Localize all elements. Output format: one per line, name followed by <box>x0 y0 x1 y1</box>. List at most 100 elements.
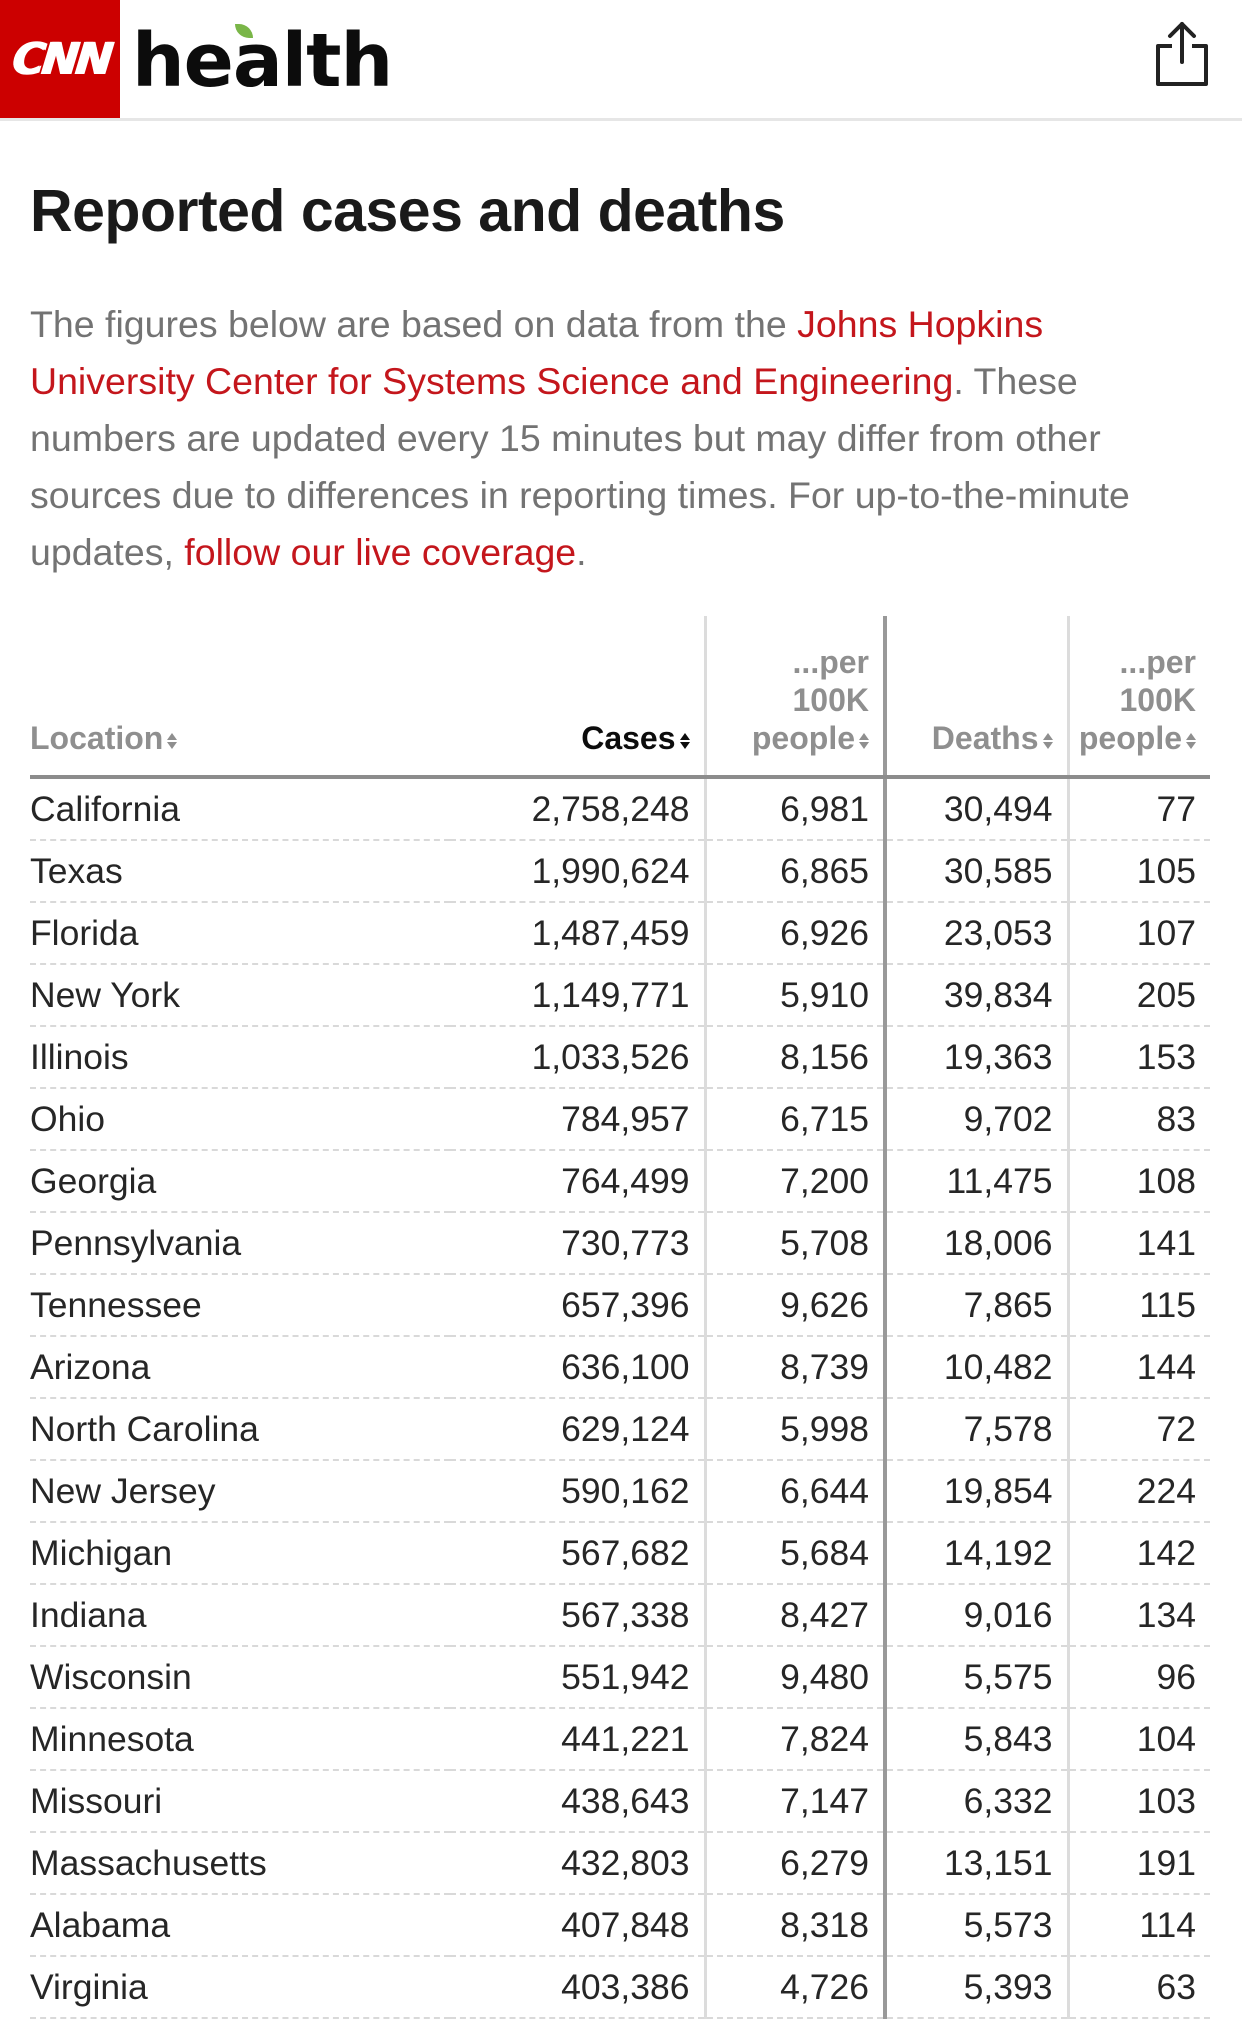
sort-arrows-icon <box>1042 732 1053 749</box>
cell-deaths: 19,854 <box>883 1460 1068 1523</box>
cell-cases: 657,396 <box>450 1274 705 1337</box>
cell-cases-per-100k: 7,824 <box>703 1708 885 1771</box>
column-header-cases-per-100k[interactable]: ...per 100K people <box>703 616 885 779</box>
health-section-title[interactable]: health <box>132 18 393 104</box>
table-row: Minnesota 441,221 7,824 5,843 104 <box>30 1708 1210 1771</box>
table-row: Alabama 407,848 8,318 5,573 114 <box>30 1894 1210 1957</box>
cell-cases-per-100k: 4,726 <box>703 1956 885 2019</box>
cell-cases: 730,773 <box>450 1212 705 1275</box>
table-row: Texas 1,990,624 6,865 30,585 105 <box>30 840 1210 903</box>
column-header-cases-per-line1: ...per <box>792 644 869 680</box>
cell-deaths: 7,578 <box>883 1398 1068 1461</box>
cell-deaths-per-100k: 103 <box>1066 1770 1210 1833</box>
table-row: North Carolina 629,124 5,998 7,578 72 <box>30 1398 1210 1461</box>
cell-deaths-per-100k: 205 <box>1066 964 1210 1027</box>
cell-cases: 2,758,248 <box>450 777 705 841</box>
column-header-location[interactable]: Location <box>30 616 450 779</box>
column-header-deaths-label: Deaths <box>931 720 1039 756</box>
cell-cases-per-100k: 6,279 <box>703 1832 885 1895</box>
table-row: Missouri 438,643 7,147 6,332 103 <box>30 1770 1210 1833</box>
cell-deaths: 5,575 <box>883 1646 1068 1709</box>
cell-cases: 764,499 <box>450 1150 705 1213</box>
share-button[interactable] <box>1150 18 1214 90</box>
table-row: Massachusetts 432,803 6,279 13,151 191 <box>30 1832 1210 1895</box>
cell-deaths-per-100k: 144 <box>1066 1336 1210 1399</box>
cell-cases-per-100k: 9,626 <box>703 1274 885 1337</box>
cnn-logo[interactable]: CNN <box>0 0 120 118</box>
cell-cases-per-100k: 7,147 <box>703 1770 885 1833</box>
cell-location: North Carolina <box>30 1398 450 1461</box>
column-header-deaths[interactable]: Deaths <box>883 616 1068 779</box>
table-header-row: Location Cases ...per 100K people Deaths… <box>30 616 1210 779</box>
cell-location: Texas <box>30 840 450 903</box>
cell-cases: 1,033,526 <box>450 1026 705 1089</box>
table-row: Georgia 764,499 7,200 11,475 108 <box>30 1150 1210 1213</box>
column-header-cases[interactable]: Cases <box>450 616 705 779</box>
table-row: Florida 1,487,459 6,926 23,053 107 <box>30 902 1210 965</box>
cell-deaths: 9,016 <box>883 1584 1068 1647</box>
column-header-deaths-per-100k[interactable]: ...per 100K people <box>1066 616 1210 779</box>
cell-location: Minnesota <box>30 1708 450 1771</box>
cell-location: New York <box>30 964 450 1027</box>
cell-deaths: 5,393 <box>883 1956 1068 2019</box>
cell-cases-per-100k: 5,910 <box>703 964 885 1027</box>
cell-location: Tennessee <box>30 1274 450 1337</box>
cell-deaths: 30,494 <box>883 777 1068 841</box>
cell-location: Alabama <box>30 1894 450 1957</box>
column-header-deaths-per-line3: people <box>1078 720 1182 756</box>
cell-cases-per-100k: 5,998 <box>703 1398 885 1461</box>
page-title: Reported cases and deaths <box>30 178 785 244</box>
cell-cases-per-100k: 8,739 <box>703 1336 885 1399</box>
cell-deaths: 5,843 <box>883 1708 1068 1771</box>
cell-location: Illinois <box>30 1026 450 1089</box>
cell-deaths-per-100k: 191 <box>1066 1832 1210 1895</box>
cell-cases: 590,162 <box>450 1460 705 1523</box>
cell-location: Ohio <box>30 1088 450 1151</box>
table-row: Tennessee 657,396 9,626 7,865 115 <box>30 1274 1210 1337</box>
cell-deaths: 9,702 <box>883 1088 1068 1151</box>
table-row: New York 1,149,771 5,910 39,834 205 <box>30 964 1210 1027</box>
cell-deaths-per-100k: 83 <box>1066 1088 1210 1151</box>
table-row: Arizona 636,100 8,739 10,482 144 <box>30 1336 1210 1399</box>
cell-deaths-per-100k: 72 <box>1066 1398 1210 1461</box>
cell-cases: 1,149,771 <box>450 964 705 1027</box>
cell-cases-per-100k: 9,480 <box>703 1646 885 1709</box>
cell-location: Indiana <box>30 1584 450 1647</box>
share-icon <box>1156 22 1208 86</box>
cell-cases-per-100k: 5,708 <box>703 1212 885 1275</box>
cell-cases: 441,221 <box>450 1708 705 1771</box>
table-row: Virginia 403,386 4,726 5,393 63 <box>30 1956 1210 2019</box>
intro-paragraph: The figures below are based on data from… <box>30 296 1210 581</box>
cell-deaths-per-100k: 115 <box>1066 1274 1210 1337</box>
sort-arrows-icon <box>859 732 869 749</box>
cell-location: Georgia <box>30 1150 450 1213</box>
cell-cases: 784,957 <box>450 1088 705 1151</box>
cell-deaths-per-100k: 63 <box>1066 1956 1210 2019</box>
cell-deaths-per-100k: 141 <box>1066 1212 1210 1275</box>
leaf-icon <box>235 24 253 38</box>
cell-cases: 432,803 <box>450 1832 705 1895</box>
live-coverage-link[interactable]: follow our live coverage <box>184 531 577 573</box>
cell-deaths: 14,192 <box>883 1522 1068 1585</box>
cell-cases: 629,124 <box>450 1398 705 1461</box>
cell-cases-per-100k: 6,926 <box>703 902 885 965</box>
column-header-cases-per-line3: people <box>751 720 855 756</box>
table-row: Indiana 567,338 8,427 9,016 134 <box>30 1584 1210 1647</box>
cell-deaths-per-100k: 107 <box>1066 902 1210 965</box>
column-header-cases-label: Cases <box>581 720 676 756</box>
cell-cases-per-100k: 6,644 <box>703 1460 885 1523</box>
jhu-csse-link[interactable]: Johns Hopkins University Center for Syst… <box>30 303 1044 402</box>
cell-cases: 636,100 <box>450 1336 705 1399</box>
column-header-deaths-per-line1: ...per <box>1119 644 1196 680</box>
cell-deaths-per-100k: 224 <box>1066 1460 1210 1523</box>
cell-cases: 567,682 <box>450 1522 705 1585</box>
cell-cases-per-100k: 8,318 <box>703 1894 885 1957</box>
cell-location: Pennsylvania <box>30 1212 450 1275</box>
cell-deaths-per-100k: 108 <box>1066 1150 1210 1213</box>
cell-deaths: 6,332 <box>883 1770 1068 1833</box>
cell-deaths: 5,573 <box>883 1894 1068 1957</box>
cell-location: Michigan <box>30 1522 450 1585</box>
cell-deaths: 11,475 <box>883 1150 1068 1213</box>
sort-arrows-icon <box>679 732 690 749</box>
table-row: California 2,758,248 6,981 30,494 77 <box>30 777 1210 841</box>
